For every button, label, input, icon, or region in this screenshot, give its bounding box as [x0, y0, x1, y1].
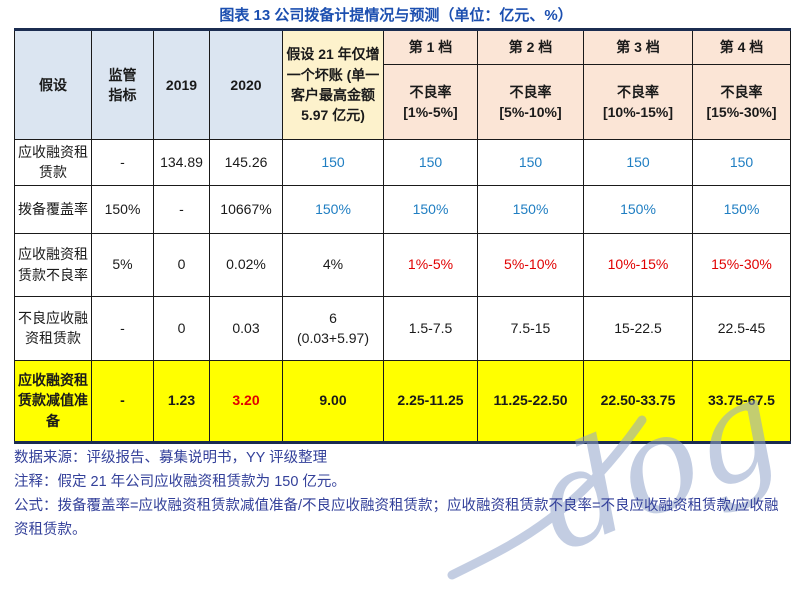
table-cell: 0.02%: [209, 232, 283, 297]
table-cell: 150: [583, 139, 693, 186]
header-scenario: 假设 21 年仅增一个坏账 (单一客户最高金额 5.97 亿元): [282, 29, 384, 140]
table-cell: 1%-5%: [383, 232, 478, 297]
row-provision-coverage: 拨备覆盖率 150% - 10667% 150% 150% 150% 150% …: [14, 184, 791, 234]
row-npl-amount: 不良应收融资租赁款 - 0 0.03 6 (0.03+5.97) 1.5-7.5…: [14, 295, 791, 361]
row-label: 应收融资租赁款: [14, 139, 92, 186]
header-row-tiers: 假设 监管 指标 2019 2020 假设 21 年仅增一个坏账 (单一客户最高…: [14, 29, 791, 140]
header-tier-4: 第 4 档: [692, 29, 791, 65]
table-cell: 150: [477, 139, 584, 186]
source-note: 数据来源：评级报告、募集说明书，YY 评级整理: [14, 450, 328, 466]
row-label: 应收融资租赁款不良率: [14, 232, 92, 297]
table-cell: 0: [153, 232, 210, 297]
table-cell: 150%: [583, 184, 693, 234]
table-cell: 1.23: [153, 359, 210, 443]
table-cell: 134.89: [153, 139, 210, 186]
table-cell: 15-22.5: [583, 295, 693, 361]
table-cell: 9.00: [282, 359, 384, 443]
table-cell: 6 (0.03+5.97): [282, 295, 384, 361]
table-cell: 5%: [91, 232, 154, 297]
header-tier-1: 第 1 档: [383, 29, 478, 65]
table-cell: 2.25-11.25: [383, 359, 478, 443]
table-cell: -: [153, 184, 210, 234]
table-cell: 5%-10%: [477, 232, 584, 297]
table-cell: -: [91, 359, 154, 443]
table-cell: 22.5-45: [692, 295, 791, 361]
table-cell: 150: [383, 139, 478, 186]
table-cell: 3.20: [209, 359, 283, 443]
row-label: 拨备覆盖率: [14, 184, 92, 234]
formula-note: 公式：拨备覆盖率=应收融资租赁款减值准备/不良应收融资租赁款；应收融资租赁款不良…: [14, 498, 779, 538]
table-cell: 145.26: [209, 139, 283, 186]
table-cell: 150%: [282, 184, 384, 234]
header-tier-3-range: 不良率 [10%-15%]: [583, 64, 693, 140]
row-label: 应收融资租赁款减值准备: [14, 359, 92, 443]
table-cell: 150: [282, 139, 384, 186]
header-2020: 2020: [209, 29, 283, 140]
table-cell: 0: [153, 295, 210, 361]
figure-title: 图表 13 公司拨备计提情况与预测（单位：亿元、%）: [219, 7, 573, 24]
provision-forecast-table: 假设 监管 指标 2019 2020 假设 21 年仅增一个坏账 (单一客户最高…: [14, 28, 791, 444]
table-cell: 4%: [282, 232, 384, 297]
footnotes: 数据来源：评级报告、募集说明书，YY 评级整理 注释：假定 21 年公司应收融资…: [14, 446, 784, 542]
row-label: 不良应收融资租赁款: [14, 295, 92, 361]
table-cell: 11.25-22.50: [477, 359, 584, 443]
assumption-note: 注释：假定 21 年公司应收融资租赁款为 150 亿元。: [14, 474, 346, 490]
header-regulatory: 监管 指标: [91, 29, 154, 140]
table-cell: 33.75-67.5: [692, 359, 791, 443]
table-cell: 150%: [91, 184, 154, 234]
table-cell: 10%-15%: [583, 232, 693, 297]
table-cell: -: [91, 295, 154, 361]
row-lease-receivables: 应收融资租赁款 - 134.89 145.26 150 150 150 150 …: [14, 139, 791, 186]
table-cell: 1.5-7.5: [383, 295, 478, 361]
header-tier-2-range: 不良率 [5%-10%]: [477, 64, 584, 140]
header-tier-2: 第 2 档: [477, 29, 584, 65]
row-npl-ratio: 应收融资租赁款不良率 5% 0 0.02% 4% 1%-5% 5%-10% 10…: [14, 232, 791, 297]
table-cell: 7.5-15: [477, 295, 584, 361]
table-cell: 150: [692, 139, 791, 186]
table-cell: 0.03: [209, 295, 283, 361]
header-tier-3: 第 3 档: [583, 29, 693, 65]
header-tier-1-range: 不良率 [1%-5%]: [383, 64, 478, 140]
header-row-npl-ranges: 不良率 [1%-5%] 不良率 [5%-10%] 不良率 [10%-15%] 不…: [15, 64, 791, 140]
table-cell: 150%: [477, 184, 584, 234]
table-cell: -: [91, 139, 154, 186]
header-assumption: 假设: [14, 29, 92, 140]
report-page: { "title": "图表 13 公司拨备计提情况与预测（单位：亿元、%）",…: [14, 7, 792, 582]
row-impairment-provision: 应收融资租赁款减值准备 - 1.23 3.20 9.00 2.25-11.25 …: [14, 359, 791, 443]
table-cell: 150%: [383, 184, 478, 234]
table-cell: 15%-30%: [692, 232, 791, 297]
table-cell: 22.50-33.75: [583, 359, 693, 443]
table-cell: 10667%: [209, 184, 283, 234]
header-tier-4-range: 不良率 [15%-30%]: [692, 64, 791, 140]
table-cell: 150%: [692, 184, 791, 234]
header-2019: 2019: [153, 29, 210, 140]
